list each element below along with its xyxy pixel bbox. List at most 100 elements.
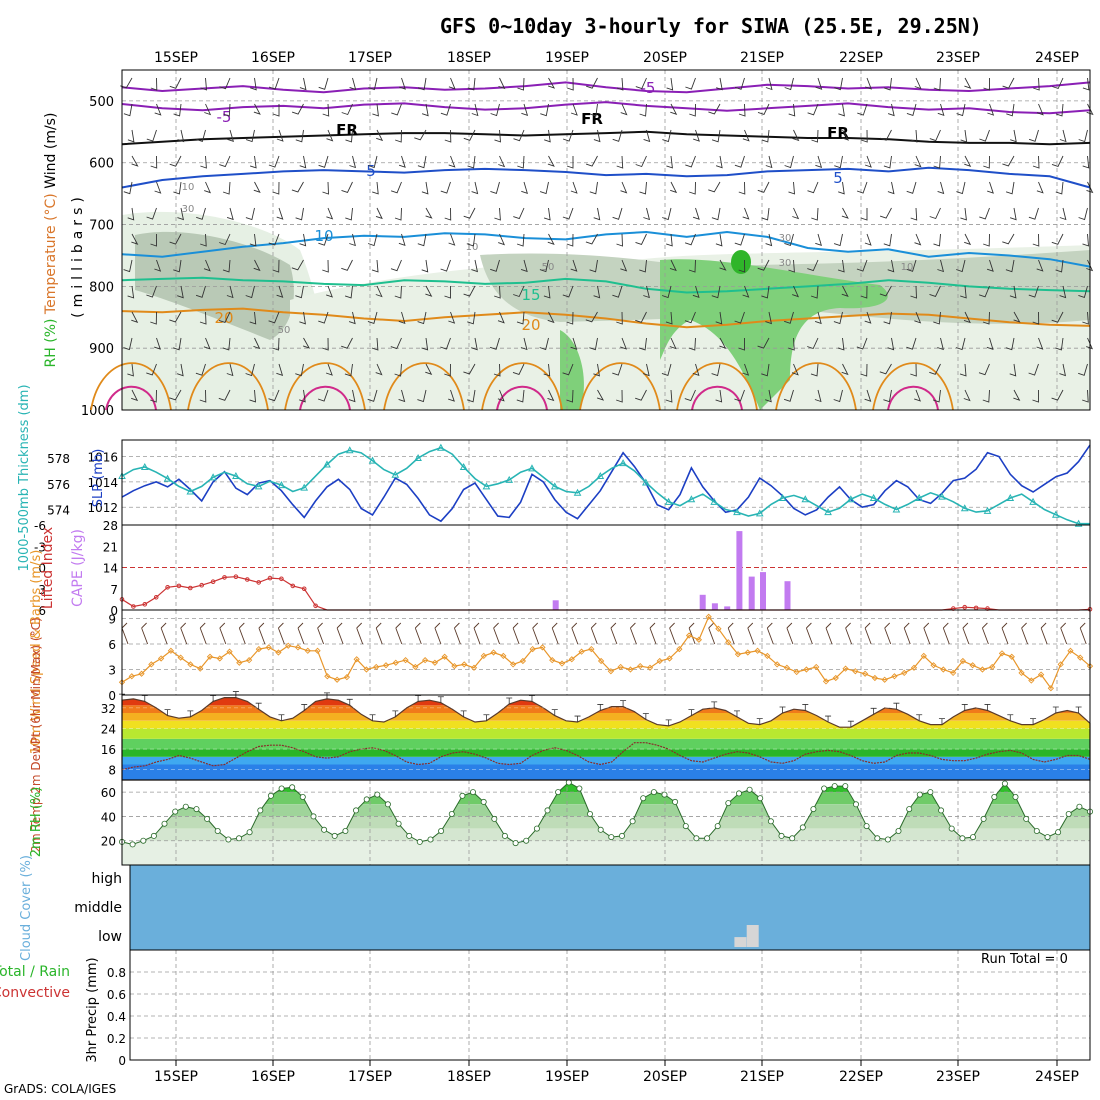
wind-barb — [440, 181, 451, 194]
wind-speed-point — [930, 662, 937, 669]
wind-barb — [493, 363, 501, 377]
wind-barb — [811, 129, 819, 143]
wind-ytick: 6 — [108, 638, 116, 652]
wind-speed-point — [637, 662, 644, 670]
wind-barb — [517, 77, 525, 91]
upper-air-panel — [121, 69, 1091, 411]
wind-barb — [593, 129, 601, 143]
surface-wind-barb — [884, 622, 892, 645]
wind-barb — [1078, 363, 1088, 376]
cloud-level-low: low — [98, 929, 122, 945]
rh-point — [757, 795, 764, 802]
wind-speed-point — [607, 668, 615, 675]
wind-speed-point — [685, 632, 693, 639]
date-label-top: 22SEP — [839, 50, 883, 66]
wind-barb — [765, 233, 773, 247]
wind-barb — [838, 103, 845, 117]
rh-point — [767, 818, 774, 825]
wind-barb — [964, 155, 972, 167]
wind-barb — [856, 259, 868, 272]
rh-point — [895, 828, 902, 835]
temp-ytick: 8 — [108, 764, 116, 778]
rh-point — [1023, 815, 1030, 822]
isotherm-25 — [90, 362, 172, 411]
wind-barb — [689, 181, 696, 195]
rh-point — [342, 828, 349, 835]
wind-barb — [684, 311, 696, 324]
wind-barb — [593, 285, 601, 299]
wind-barb — [692, 285, 700, 299]
temp-minmax-bar — [1007, 714, 1014, 721]
wind-barb — [792, 285, 800, 298]
temp-minmax-bar — [802, 704, 809, 711]
wind-barb — [959, 363, 967, 377]
wind-barb — [349, 155, 357, 169]
wind-speed-point — [568, 656, 575, 663]
wind-speed-point — [373, 663, 380, 671]
wind-barb — [684, 233, 696, 246]
temp-band — [122, 720, 1090, 729]
wind-ytick: 3 — [108, 664, 116, 678]
wind-barb — [123, 181, 133, 195]
rh-point — [576, 785, 583, 792]
wind-barb — [322, 337, 329, 351]
wind-barb — [883, 389, 892, 403]
wind-barb — [914, 155, 922, 168]
rh-ylabel: 2m RH (%) — [29, 787, 44, 858]
surface-wind-barbs — [121, 622, 1087, 645]
wind-barb — [372, 181, 379, 195]
wind-barb — [929, 363, 941, 375]
thickness-point — [960, 504, 969, 512]
wind-barb — [375, 285, 383, 298]
temp-band — [122, 756, 1090, 765]
wind-barb — [887, 103, 895, 117]
wind-barb — [566, 156, 574, 169]
surface-wind-barb — [805, 622, 813, 645]
rh-point — [789, 835, 796, 842]
rh-point — [459, 792, 466, 799]
date-label-top: 20SEP — [643, 50, 687, 66]
temp-minmax-bar — [437, 696, 444, 703]
low-cloud-bar — [734, 937, 747, 947]
wind-speed-point — [549, 657, 556, 664]
wind-speed-point — [666, 655, 673, 662]
thickness-point — [938, 492, 946, 500]
thickness-point — [596, 472, 605, 480]
wind-speed-point — [216, 655, 223, 662]
wind-speed-point — [1018, 669, 1025, 677]
wind-barb — [856, 337, 868, 350]
wind-barb — [520, 337, 528, 351]
wind-barb — [1005, 259, 1015, 273]
wind-barb — [253, 259, 261, 272]
wind-barb — [516, 311, 525, 325]
wind-barb — [1078, 207, 1088, 221]
wind-speed-point — [509, 661, 517, 668]
lifted-index-line — [121, 576, 1091, 611]
wind-barb — [1028, 363, 1039, 376]
upper-air-ylabel: RH (%) Temperature (°C) Wind (m/s) — [43, 113, 59, 368]
rh-point — [523, 837, 530, 844]
wind-barb — [620, 337, 627, 350]
temp-minmax-bar — [164, 709, 171, 716]
wind-barb — [150, 311, 157, 325]
wind-barb — [914, 389, 921, 402]
wind-barb — [986, 259, 994, 272]
wind-barb — [932, 389, 941, 403]
wind-speed-point — [998, 650, 1006, 657]
temp-line — [121, 697, 1091, 781]
surface-wind-barb — [1079, 622, 1087, 645]
wind-barb — [837, 337, 845, 351]
surface-wind-barb — [962, 622, 970, 645]
wind-barb — [543, 207, 551, 221]
thickness-point — [232, 472, 240, 480]
wind-barb — [620, 259, 628, 272]
wind-barb — [692, 363, 700, 376]
wind-barb — [318, 155, 329, 168]
wind-barb — [566, 311, 574, 325]
surface-wind-barb — [375, 622, 383, 645]
wind-barb — [570, 103, 578, 116]
wind-speed-point — [597, 657, 605, 665]
contour-label: 50 — [278, 325, 291, 336]
surface-wind-barb — [1060, 622, 1068, 645]
wind-barb — [864, 389, 872, 402]
